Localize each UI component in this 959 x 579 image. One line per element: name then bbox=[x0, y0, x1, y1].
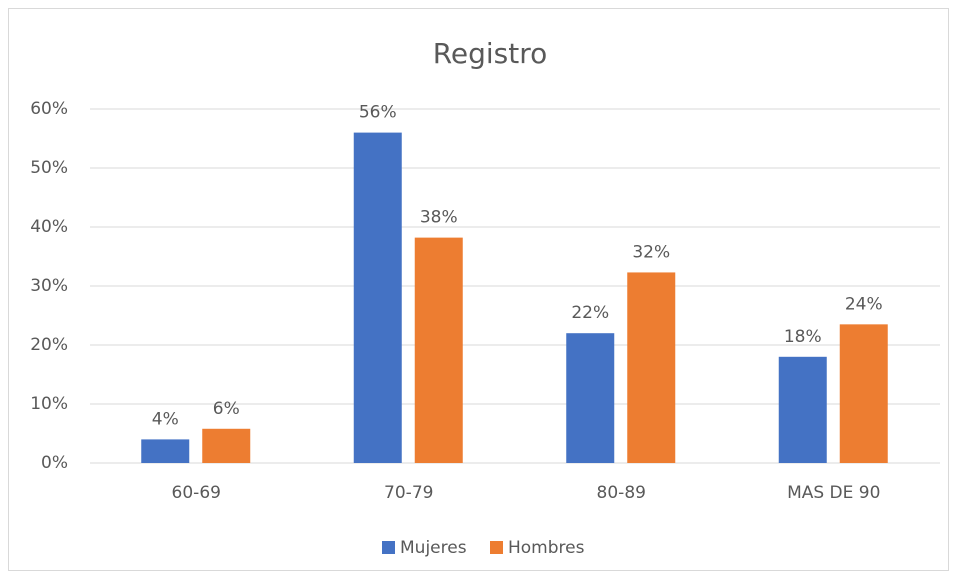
bar bbox=[778, 356, 827, 463]
x-tick-label: 70-79 bbox=[384, 483, 433, 503]
bar bbox=[202, 428, 251, 463]
x-tick-label: MAS DE 90 bbox=[787, 483, 880, 503]
data-label: 18% bbox=[784, 327, 822, 347]
chart-title: Registro bbox=[433, 37, 548, 70]
legend-swatch bbox=[382, 541, 395, 554]
legend-swatch bbox=[490, 541, 503, 554]
x-tick-label: 80-89 bbox=[597, 483, 646, 503]
y-tick-label: 50% bbox=[30, 158, 68, 178]
bar bbox=[141, 439, 190, 463]
x-tick-label: 60-69 bbox=[172, 483, 221, 503]
data-label: 22% bbox=[571, 303, 609, 323]
y-tick-label: 0% bbox=[41, 453, 68, 473]
y-tick-label: 10% bbox=[30, 394, 68, 414]
data-label: 6% bbox=[213, 399, 240, 419]
data-label: 24% bbox=[845, 294, 883, 314]
legend-label: Mujeres bbox=[400, 538, 467, 558]
bar bbox=[839, 324, 888, 463]
bar bbox=[627, 272, 676, 463]
bar bbox=[414, 237, 463, 463]
y-tick-label: 30% bbox=[30, 276, 68, 296]
y-tick-label: 60% bbox=[30, 99, 68, 119]
legend-label: Hombres bbox=[508, 538, 585, 558]
bar bbox=[353, 132, 402, 463]
bar bbox=[566, 333, 615, 463]
y-tick-label: 40% bbox=[30, 217, 68, 237]
data-label: 4% bbox=[152, 409, 179, 429]
y-tick-label: 20% bbox=[30, 335, 68, 355]
chart-frame bbox=[8, 8, 949, 571]
data-label: 56% bbox=[359, 103, 397, 123]
data-label: 32% bbox=[632, 242, 670, 262]
data-label: 38% bbox=[420, 208, 458, 228]
